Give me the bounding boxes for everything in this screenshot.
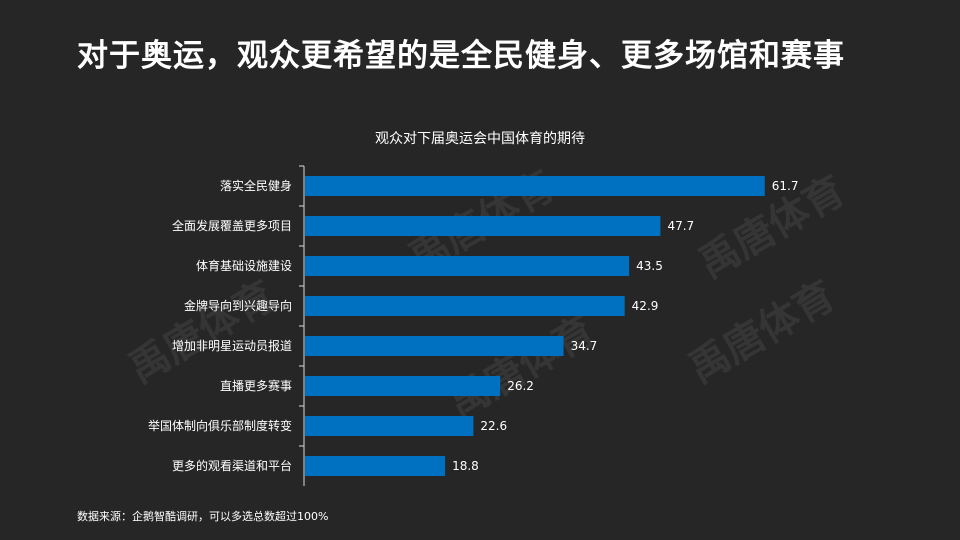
source-note: 数据来源：企鹅智酷调研，可以多选总数超过100% <box>77 510 329 523</box>
data-label: 42.9 <box>632 299 659 313</box>
category-label: 体育基础设施建设 <box>196 258 292 273</box>
category-label: 落实全民健身 <box>220 178 292 193</box>
bar <box>305 296 625 316</box>
category-label: 增加非明星运动员报道 <box>172 338 292 353</box>
data-label: 43.5 <box>636 259 663 273</box>
category-label: 全面发展覆盖更多项目 <box>172 218 292 233</box>
bar <box>305 336 564 356</box>
bar <box>305 416 474 436</box>
bar <box>305 376 501 396</box>
category-label: 金牌导向到兴趣导向 <box>184 298 292 313</box>
data-label: 18.8 <box>452 459 479 473</box>
bar <box>305 456 446 476</box>
category-label: 更多的观看渠道和平台 <box>172 458 292 473</box>
data-label: 34.7 <box>571 339 598 353</box>
bar <box>305 176 765 196</box>
data-label: 47.7 <box>667 219 694 233</box>
category-label: 举国体制向俱乐部制度转变 <box>148 418 292 433</box>
bar <box>305 256 630 276</box>
category-label: 直播更多赛事 <box>220 378 292 393</box>
chart-title: 观众对下届奥运会中国体育的期待 <box>375 131 585 147</box>
data-label: 26.2 <box>507 379 534 393</box>
data-label: 22.6 <box>480 419 507 433</box>
bar <box>305 216 661 236</box>
page-title: 对于奥运，观众更希望的是全民健身、更多场馆和赛事 <box>77 38 845 74</box>
data-label: 61.7 <box>772 179 799 193</box>
